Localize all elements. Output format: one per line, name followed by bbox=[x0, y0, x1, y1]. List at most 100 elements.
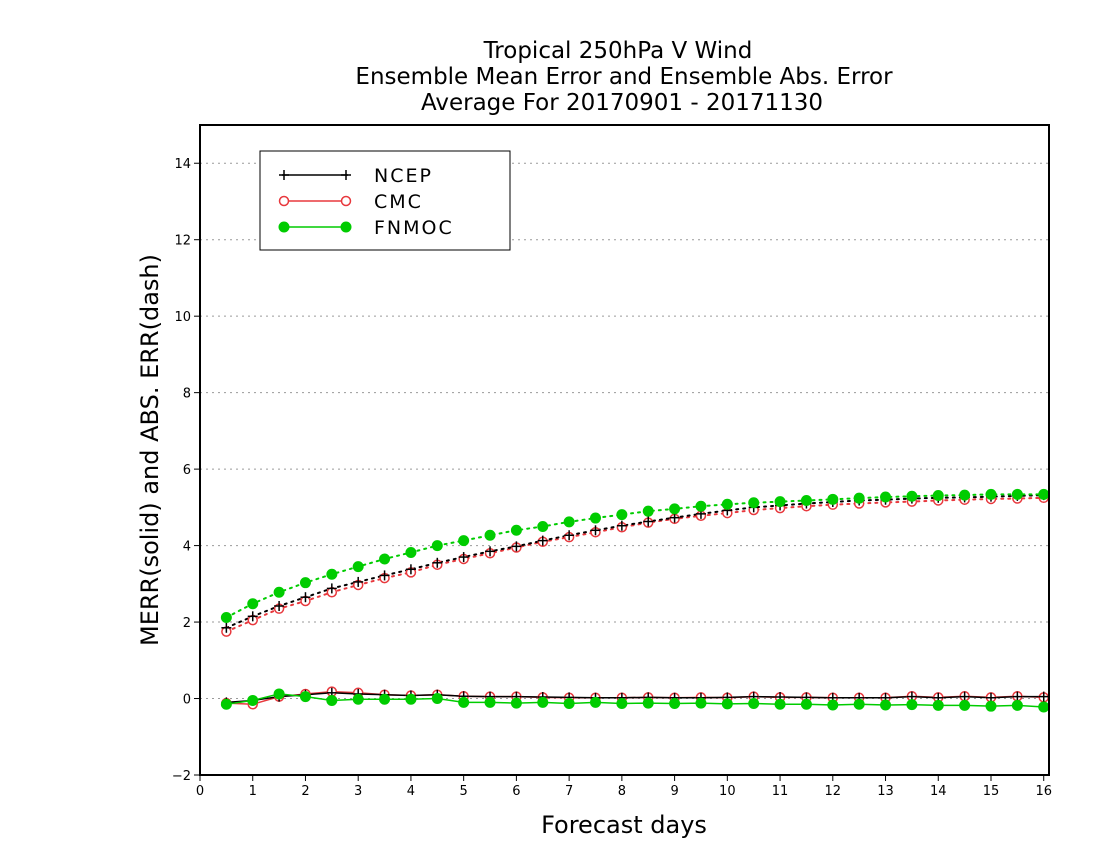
legend-item-ncep: NCEP bbox=[279, 165, 433, 187]
ncep-abs-err-point bbox=[326, 583, 337, 594]
fnmoc-merr-point bbox=[669, 698, 681, 709]
fnmoc-merr-point bbox=[642, 697, 654, 709]
fnmoc-abs-err-point bbox=[642, 505, 654, 517]
fnmoc-merr-point bbox=[458, 696, 470, 708]
ncep-merr-line bbox=[226, 692, 1044, 704]
legend: NCEP CMC FNMOC bbox=[259, 150, 511, 251]
ncep-abs-err-point bbox=[432, 557, 443, 568]
fnmoc-abs-err-point bbox=[774, 496, 786, 508]
fnmoc-abs-err-line bbox=[225, 493, 1045, 619]
fnmoc-abs-err-point bbox=[589, 512, 601, 524]
fnmoc-merr-point bbox=[326, 694, 338, 706]
legend-marker-ncep bbox=[341, 170, 351, 180]
y-tick-label: 2 bbox=[183, 616, 191, 631]
legend-marker-cmc bbox=[340, 195, 352, 207]
ncep-abs-err-point bbox=[616, 520, 627, 531]
fnmoc-abs-err-point bbox=[906, 490, 918, 502]
legend-label-ncep: NCEP bbox=[374, 165, 433, 187]
y-tick-label: 0 bbox=[183, 693, 191, 708]
y-tick-label: 8 bbox=[183, 387, 191, 402]
fnmoc-merr-point bbox=[616, 698, 628, 709]
legend-marker-cmc bbox=[278, 195, 290, 207]
x-tick-label: 9 bbox=[670, 784, 678, 799]
fnmoc-merr-point bbox=[299, 691, 311, 703]
fnmoc-abs-err-point bbox=[827, 493, 839, 505]
fnmoc-abs-err-point bbox=[299, 577, 311, 589]
legend-label-fnmoc: FNMOC bbox=[374, 217, 454, 239]
series-ncep-points bbox=[221, 490, 1049, 708]
ncep-abs-err-point bbox=[221, 622, 232, 633]
fnmoc-merr-point bbox=[220, 698, 232, 710]
fnmoc-merr-point bbox=[880, 699, 892, 711]
fnmoc-merr-point bbox=[774, 698, 786, 710]
fnmoc-abs-err-point bbox=[932, 490, 944, 501]
x-tick-label: 11 bbox=[772, 784, 789, 799]
fnmoc-abs-err-point bbox=[537, 520, 549, 532]
fnmoc-merr-point bbox=[247, 694, 259, 706]
fnmoc-abs-err-point bbox=[1038, 488, 1050, 500]
y-axis-label: MERR(solid) and ABS. ERR(dash) bbox=[136, 254, 164, 646]
legend-marker-ncep bbox=[279, 170, 289, 180]
fnmoc-merr-point bbox=[853, 698, 865, 710]
x-tick-label: 8 bbox=[618, 784, 626, 799]
ncep-abs-err-line bbox=[225, 494, 1045, 629]
series-cmc bbox=[225, 496, 1045, 706]
series-ncep bbox=[225, 494, 1045, 704]
y-tick-label: 4 bbox=[183, 540, 191, 555]
fnmoc-abs-err-point bbox=[669, 503, 681, 515]
x-tick-label: 16 bbox=[1035, 784, 1052, 799]
ncep-abs-err-point bbox=[379, 570, 390, 581]
fnmoc-abs-err-point bbox=[220, 611, 232, 623]
fnmoc-merr-point bbox=[748, 698, 760, 709]
fnmoc-abs-err-point bbox=[379, 553, 391, 565]
ncep-merr-point bbox=[1038, 691, 1049, 702]
fnmoc-abs-err-point bbox=[880, 491, 892, 503]
fnmoc-merr-point bbox=[379, 693, 391, 705]
chart-title-line-2: Ensemble Mean Error and Ensemble Abs. Er… bbox=[355, 64, 893, 90]
ncep-abs-err-point bbox=[405, 564, 416, 575]
series-fnmoc-points bbox=[220, 488, 1050, 713]
fnmoc-abs-err-point bbox=[959, 489, 971, 501]
x-tick-label: 3 bbox=[354, 784, 362, 799]
ncep-abs-err-point bbox=[485, 546, 496, 557]
fnmoc-merr-point bbox=[273, 688, 285, 700]
fnmoc-abs-err-point bbox=[484, 529, 496, 541]
x-tick-label: 5 bbox=[460, 784, 468, 799]
fnmoc-merr-point bbox=[484, 696, 496, 708]
x-tick-label: 4 bbox=[407, 784, 415, 799]
fnmoc-abs-err-point bbox=[1011, 488, 1023, 500]
plot-frame bbox=[199, 124, 1050, 776]
y-tick-label: 12 bbox=[174, 234, 191, 249]
x-tick-label: 14 bbox=[930, 784, 947, 799]
legend-marker-fnmoc bbox=[340, 221, 352, 233]
x-tick-label: 13 bbox=[877, 784, 894, 799]
y-tick-label: 14 bbox=[174, 157, 191, 172]
x-tick-label: 1 bbox=[249, 784, 257, 799]
ncep-abs-err-point bbox=[511, 541, 522, 552]
fnmoc-abs-err-point bbox=[273, 586, 285, 598]
fnmoc-merr-point bbox=[985, 700, 997, 712]
fnmoc-merr-point bbox=[589, 696, 601, 708]
fnmoc-abs-err-point bbox=[326, 568, 338, 580]
ncep-abs-err-point bbox=[274, 601, 285, 611]
x-tick-label: 15 bbox=[983, 784, 1000, 799]
fnmoc-merr-point bbox=[1038, 701, 1050, 713]
series-fnmoc bbox=[225, 493, 1045, 708]
fnmoc-merr-point bbox=[695, 697, 707, 709]
fnmoc-merr-point bbox=[827, 699, 839, 711]
legend-label-cmc: CMC bbox=[374, 191, 423, 213]
fnmoc-abs-err-point bbox=[458, 535, 470, 547]
legend-marker-fnmoc bbox=[278, 221, 290, 233]
x-tick-label: 2 bbox=[301, 784, 309, 799]
x-tick-label: 6 bbox=[512, 784, 520, 799]
fnmoc-merr-point bbox=[405, 693, 417, 705]
x-tick-label: 0 bbox=[196, 784, 204, 799]
x-tick-label: 10 bbox=[719, 784, 736, 799]
fnmoc-abs-err-point bbox=[247, 598, 259, 610]
fnmoc-abs-err-point bbox=[563, 516, 575, 528]
ncep-abs-err-point bbox=[643, 516, 654, 527]
fnmoc-abs-err-point bbox=[985, 488, 997, 500]
x-tick-label: 7 bbox=[565, 784, 573, 799]
